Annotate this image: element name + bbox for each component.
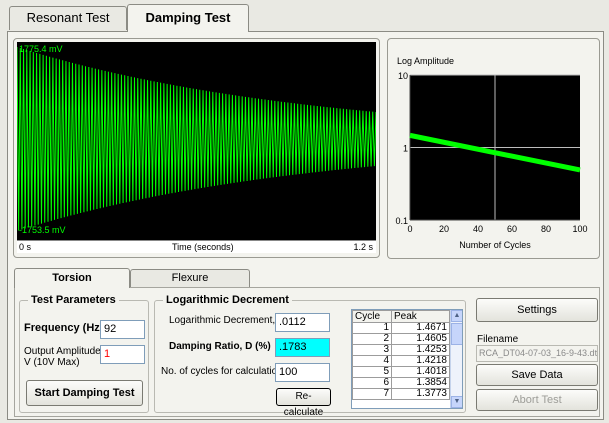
log-amplitude-chart: 0 20 40 60 80 100 10 1 0.1 Number of Cycles (395, 71, 587, 250)
test-parameters-title: Test Parameters (28, 294, 119, 306)
cycles-for-calculation-field[interactable]: 100 (275, 363, 330, 382)
log-x-tick-label: 60 (507, 224, 517, 234)
table-row[interactable]: 7 1.3773 (352, 388, 450, 400)
peak-value-cell: 1.4018 (391, 366, 450, 378)
log-y-tick-label: 10 (398, 71, 408, 81)
peak-table-header-cycle: Cycle (352, 310, 392, 323)
frequency-field[interactable]: 92 (100, 320, 145, 339)
peak-value-cell: 1.4218 (391, 355, 450, 367)
log-decrement-field[interactable]: .0112 (275, 313, 330, 332)
peak-value-cell: 1.4253 (391, 344, 450, 356)
peak-cycle-cell: 2 (352, 333, 392, 345)
output-amplitude-field[interactable]: 1 (100, 345, 145, 364)
table-row[interactable]: 1 1.4671 (352, 322, 450, 334)
peak-cycle-cell: 7 (352, 388, 392, 400)
log-x-tick-label: 100 (572, 224, 587, 234)
output-amplitude-label: Output Amplitude (24, 346, 101, 357)
peak-value-cell: 1.3854 (391, 377, 450, 389)
table-row[interactable]: 5 1.4018 (352, 366, 450, 378)
peak-value-cell: 1.3773 (391, 388, 450, 400)
waveform-axis-bar: 0 s Time (seconds) 1.2 s (17, 240, 376, 253)
scroll-thumb[interactable] (451, 323, 462, 345)
waveform-trace (17, 46, 376, 231)
peak-table-container: Cycle Peak 1 1.4671 2 1.4605 3 1.4253 4 1.4218 5… (351, 309, 463, 409)
damping-ratio-label: Damping Ratio, D (%) (169, 341, 271, 352)
waveform-max-label: 1775.4 mV (19, 44, 63, 54)
save-data-button[interactable]: Save Data (476, 364, 598, 386)
log-chart-title: Log Amplitude (397, 56, 455, 66)
recalculate-button[interactable]: Re-calculate (276, 388, 331, 418)
frequency-label: Frequency (Hz) (24, 322, 104, 334)
scroll-up-icon[interactable]: ▲ (451, 310, 462, 322)
log-decrement-label: Logarithmic Decrement, d (169, 315, 284, 326)
tab-flexure[interactable]: Flexure (130, 269, 250, 287)
cycles-for-calculation-label: No. of cycles for calculation (161, 366, 283, 377)
filename-label: Filename (477, 334, 519, 345)
waveform-line (17, 46, 376, 231)
filename-field[interactable]: RCA_DT04-07-03_16-9-43.dtr (476, 345, 598, 362)
log-x-tick-label: 80 (541, 224, 551, 234)
peak-cycle-cell: 4 (352, 355, 392, 367)
waveform-x-end: 1.2 s (353, 242, 373, 252)
waveform-min-label: -1753.5 mV (19, 225, 66, 235)
table-row[interactable]: 4 1.4218 (352, 355, 450, 367)
peak-value-cell: 1.4671 (391, 322, 450, 334)
peak-cycle-cell: 1 (352, 322, 392, 334)
test-parameters-group: Test Parameters (19, 294, 149, 413)
table-row[interactable]: 6 1.3854 (352, 377, 450, 389)
log-x-axis-label: Number of Cycles (459, 240, 531, 250)
peak-value-cell: 1.4605 (391, 333, 450, 345)
peak-table-scrollbar[interactable]: ▲ ▼ (450, 310, 462, 408)
tab-damping-test[interactable]: Damping Test (127, 4, 249, 32)
waveform-plot: 1775.4 mV -1753.5 mV (17, 42, 376, 253)
log-y-tick-label: 0.1 (395, 216, 408, 226)
tab-torsion[interactable]: Torsion (14, 268, 130, 288)
peak-table-header-peak: Peak (391, 310, 450, 323)
table-row[interactable]: 3 1.4253 (352, 344, 450, 356)
log-decrement-group: Logarithmic Decrement (154, 294, 466, 413)
log-x-tick-label: 40 (473, 224, 483, 234)
peak-cycle-cell: 6 (352, 377, 392, 389)
log-y-tick-label: 1 (403, 144, 408, 154)
tab-resonant-test[interactable]: Resonant Test (9, 6, 127, 30)
log-x-tick-label: 0 (407, 224, 412, 234)
table-row[interactable]: 2 1.4605 (352, 333, 450, 345)
scroll-down-icon[interactable]: ▼ (451, 396, 462, 408)
log-series-line (409, 132, 581, 173)
settings-button[interactable]: Settings (476, 298, 598, 322)
peak-table: Cycle Peak 1 1.4671 2 1.4605 3 1.4253 4 1.4218 5… (352, 310, 450, 400)
start-damping-test-button[interactable]: Start Damping Test (26, 380, 143, 406)
waveform-x-start: 0 s (19, 242, 32, 252)
log-x-tick-label: 20 (439, 224, 449, 234)
peak-cycle-cell: 5 (352, 366, 392, 378)
output-amplitude-sublabel: V (10V Max) (24, 357, 80, 368)
abort-test-button[interactable]: Abort Test (476, 389, 598, 411)
waveform-x-title: Time (seconds) (172, 242, 234, 252)
log-decrement-title: Logarithmic Decrement (163, 294, 292, 306)
damping-ratio-field[interactable]: .1783 (275, 338, 330, 357)
peak-cycle-cell: 3 (352, 344, 392, 356)
